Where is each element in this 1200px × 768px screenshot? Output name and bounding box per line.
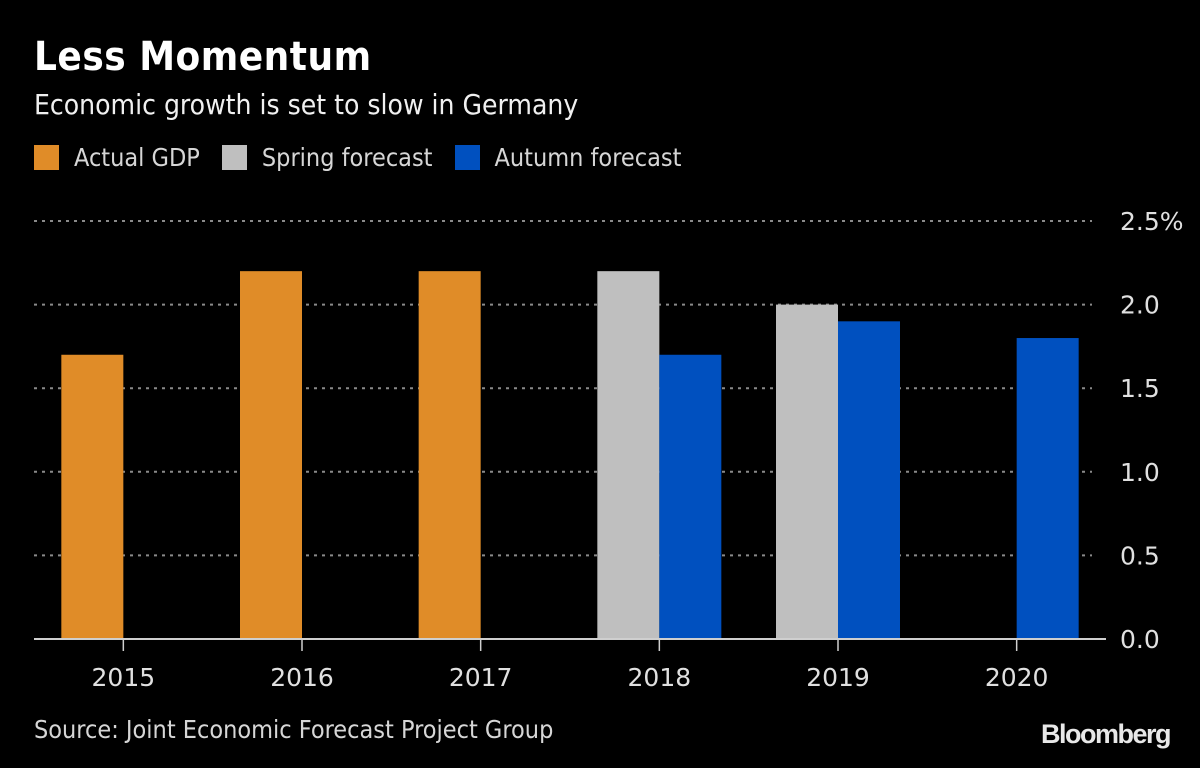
x-tick-label: 2016 (270, 663, 334, 692)
x-tick-label: 2020 (985, 663, 1049, 692)
bar-actual-gdp (418, 271, 481, 639)
bar-spring-forecast (597, 271, 660, 639)
y-tick-label: 0.0 (1120, 625, 1160, 654)
bar-autumn-forecast (1016, 338, 1079, 639)
chart-subtitle: Economic growth is set to slow in German… (34, 88, 579, 121)
legend-swatch-autumn (454, 145, 480, 170)
legend-swatch-spring (221, 145, 247, 170)
legend-swatch-actual (34, 145, 59, 170)
y-tick-label: 1.5 (1120, 374, 1160, 403)
legend-item-spring: Spring forecast (221, 143, 433, 172)
bar-autumn-forecast (659, 354, 722, 639)
bloomberg-logo: Bloomberg (1040, 719, 1172, 749)
x-tick-label: 2015 (92, 663, 156, 692)
y-tick-label: 2.0 (1120, 291, 1160, 320)
x-tick-label: 2018 (628, 663, 692, 692)
chart-title: Less Momentum (34, 34, 372, 80)
bar-spring-forecast (776, 304, 838, 639)
legend-label-spring: Spring forecast (261, 143, 433, 172)
bar-autumn-forecast (838, 321, 900, 639)
legend-item-actual: Actual GDP (34, 143, 200, 172)
bar-actual-gdp (61, 354, 124, 639)
bar-actual-gdp (240, 271, 302, 639)
legend-item-autumn: Autumn forecast (454, 143, 682, 172)
y-tick-label: 1.0 (1120, 458, 1160, 487)
legend: Actual GDP Spring forecast Autumn foreca… (34, 143, 703, 172)
legend-label-actual: Actual GDP (74, 143, 200, 172)
x-tick-label: 2017 (449, 663, 513, 692)
x-tick-label: 2019 (806, 663, 870, 692)
y-tick-label: 2.5% (1120, 207, 1184, 236)
y-tick-label: 0.5 (1120, 541, 1160, 570)
legend-label-autumn: Autumn forecast (494, 143, 682, 172)
source-note: Source: Joint Economic Forecast Project … (34, 715, 554, 744)
